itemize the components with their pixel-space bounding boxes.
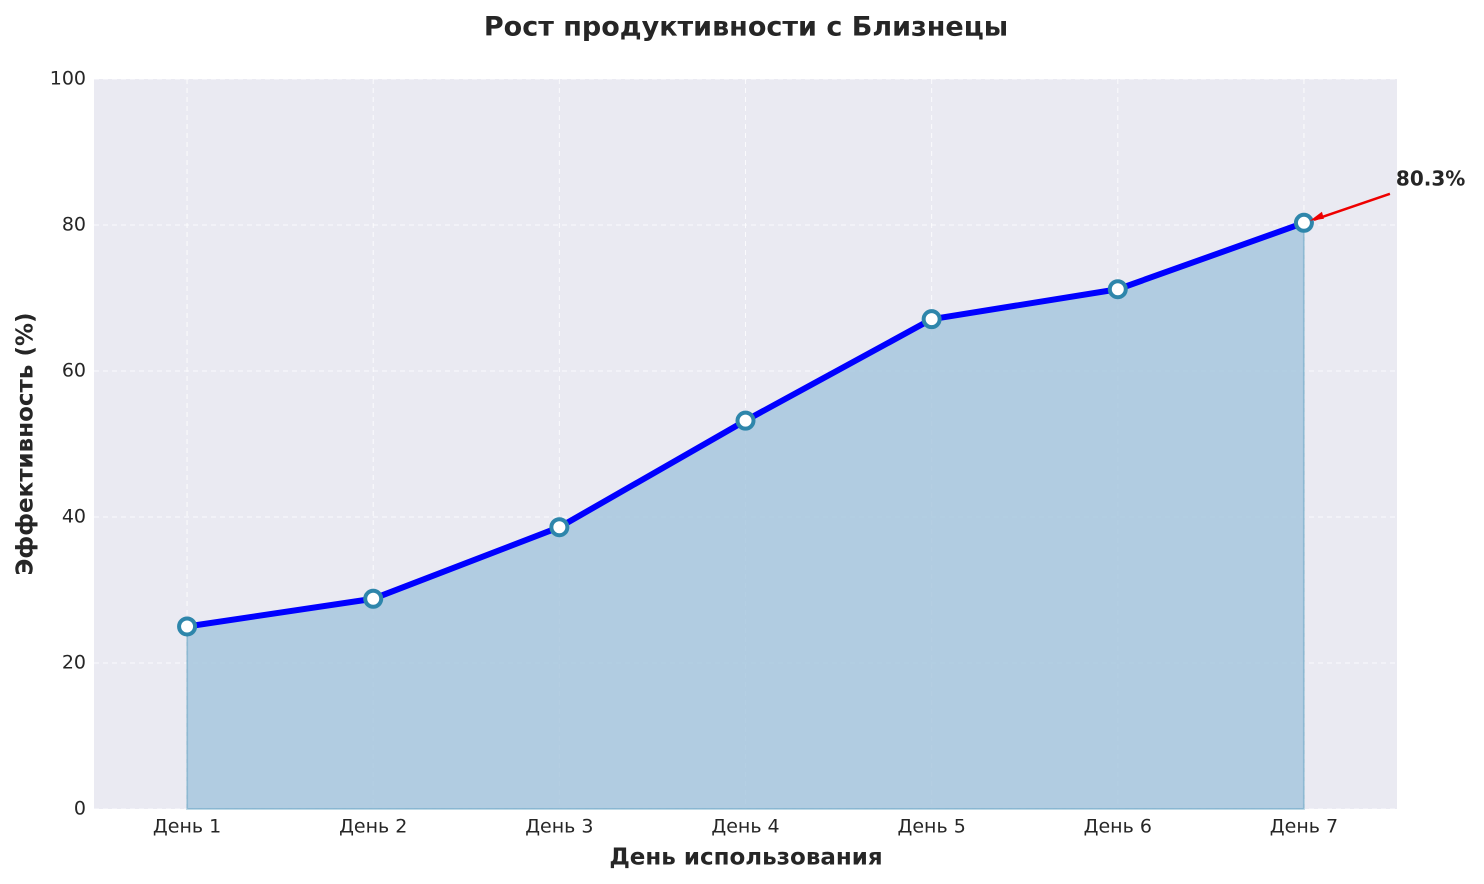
marker [549, 517, 570, 538]
marker [921, 309, 942, 330]
chart-title: Рост продуктивности с Близнецы [484, 12, 1008, 43]
y-tick-label: 0 [74, 798, 86, 820]
annotation-arrow [1313, 192, 1391, 221]
x-tick-label: День 3 [525, 816, 593, 838]
y-tick-label: 40 [62, 506, 86, 528]
marker [177, 616, 198, 637]
marker [363, 588, 384, 609]
marker [735, 410, 756, 431]
y-tick-label: 20 [62, 652, 86, 674]
x-tick-label: День 1 [153, 816, 221, 838]
x-tick-label: День 4 [711, 816, 779, 838]
y-tick-label: 100 [50, 68, 86, 90]
data-label: 80.3% [1396, 166, 1465, 190]
x-tick-label: День 5 [898, 816, 966, 838]
marker [1107, 279, 1128, 300]
x-tick-label: День 7 [1270, 816, 1338, 838]
y-axis-label: Эффективность (%) [13, 312, 39, 575]
marker [1293, 212, 1314, 233]
x-tick-label: День 6 [1084, 816, 1152, 838]
annotation-arrowhead [1309, 211, 1324, 221]
x-tick-label: День 2 [339, 816, 407, 838]
y-tick-label: 80 [62, 214, 86, 236]
y-tick-label: 60 [62, 360, 86, 382]
x-axis-label: День использования [609, 845, 882, 871]
